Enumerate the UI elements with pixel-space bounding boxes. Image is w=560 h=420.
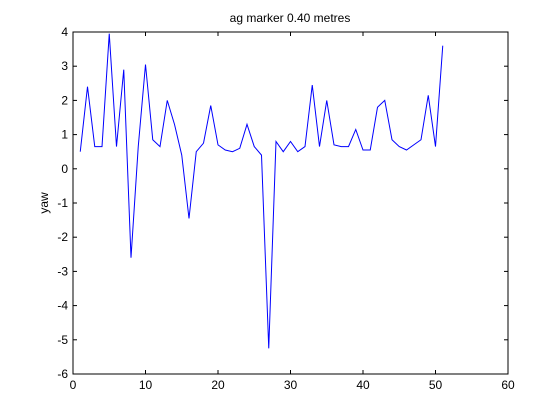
y-tick-label: 0 — [61, 162, 68, 176]
y-tick-label: -6 — [57, 367, 68, 381]
series-line — [79, 33, 444, 349]
x-tick-label: 40 — [356, 378, 370, 392]
y-tick-label: -3 — [57, 264, 68, 278]
x-tick-label: 60 — [501, 378, 515, 392]
x-tick-label: 30 — [284, 378, 298, 392]
x-tick-label: 20 — [211, 378, 225, 392]
y-tick-label: 1 — [61, 128, 68, 142]
y-tick-label: 2 — [61, 93, 68, 107]
x-tick-label: 10 — [139, 378, 153, 392]
y-tick-label: -4 — [57, 299, 68, 313]
x-axis: 0 10 20 30 40 50 60 — [70, 32, 515, 392]
y-axis-label: yaw — [37, 192, 51, 214]
y-axis: -6 -5 -4 -3 -2 -1 0 1 2 3 4 — [57, 25, 508, 381]
y-tick-label: -5 — [57, 333, 68, 347]
series-layer — [79, 33, 444, 349]
chart-title: ag marker 0.40 metres — [230, 11, 351, 25]
y-tick-label: 4 — [61, 25, 68, 39]
y-tick-label: -2 — [57, 230, 68, 244]
x-tick-label: 50 — [429, 378, 443, 392]
y-tick-label: -1 — [57, 196, 68, 210]
plot-area — [72, 31, 509, 375]
x-tick-label: 0 — [70, 378, 77, 392]
y-tick-label: 3 — [61, 59, 68, 73]
